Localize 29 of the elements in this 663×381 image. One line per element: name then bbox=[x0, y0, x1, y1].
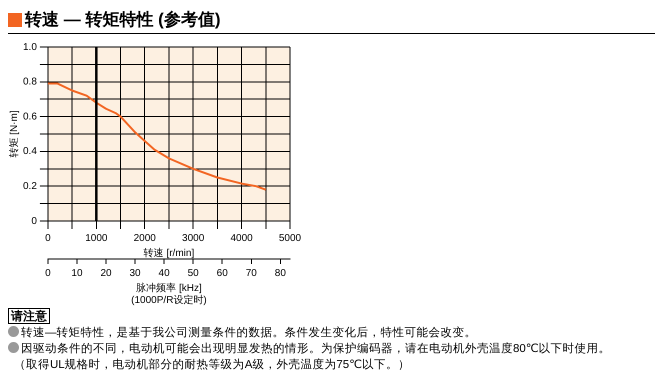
x-axis-title: 转速 [r/min] bbox=[144, 246, 194, 259]
y-tick-label: 0 bbox=[31, 216, 38, 227]
x-tick-label: 3000 bbox=[182, 232, 205, 244]
x2-tick-label: 30 bbox=[130, 268, 142, 279]
x-tick-label: 0 bbox=[45, 232, 52, 244]
x2-tick-label: 70 bbox=[246, 268, 258, 279]
x2-tick-label: 50 bbox=[188, 268, 200, 279]
x2-tick-label: 80 bbox=[274, 268, 286, 279]
x-tick-label: 5000 bbox=[278, 232, 302, 244]
y-tick-label: 0.4 bbox=[22, 146, 38, 158]
x-tick-label: 4000 bbox=[230, 232, 254, 244]
y-axis-title: 转矩 [N·m] bbox=[8, 110, 20, 158]
y-tick-label: 0.2 bbox=[22, 180, 38, 192]
x2-tick-label: 40 bbox=[158, 268, 170, 279]
text: 因驱动条件的不同，电动机可能会出现明显发热的情形。为保护编码器，请在电动机外壳温度80℃以下时使用。 bbox=[21, 343, 611, 355]
x2-tick-label: 20 bbox=[100, 268, 112, 279]
x2-axis-title: 脉冲频率 [kHz] (1000P/R设定时) bbox=[131, 282, 207, 306]
y-tick-label: 1.0 bbox=[22, 42, 38, 53]
x2-tick-label: 10 bbox=[71, 268, 83, 279]
text: （取得UL规格时，电动机部分的耐热等级为A级，外壳温度为75℃以下。） bbox=[13, 357, 412, 373]
text: 请注意 bbox=[8, 308, 50, 324]
x-tick-label: 2000 bbox=[134, 232, 156, 244]
text: 转速—转矩特性，是基于我公司测量条件的数据。条件发生变化后，特性可能会改变。 bbox=[21, 327, 476, 339]
chart-title: 转速 — 转矩特性 (参考值) bbox=[25, 9, 220, 31]
x-tick-label: 1000 bbox=[85, 232, 108, 244]
x2-tick-label: 60 bbox=[216, 268, 228, 279]
y-tick-label: 0.8 bbox=[22, 76, 38, 88]
x2-tick-label: 0 bbox=[45, 268, 52, 279]
y-tick-label: 0.6 bbox=[22, 111, 38, 122]
